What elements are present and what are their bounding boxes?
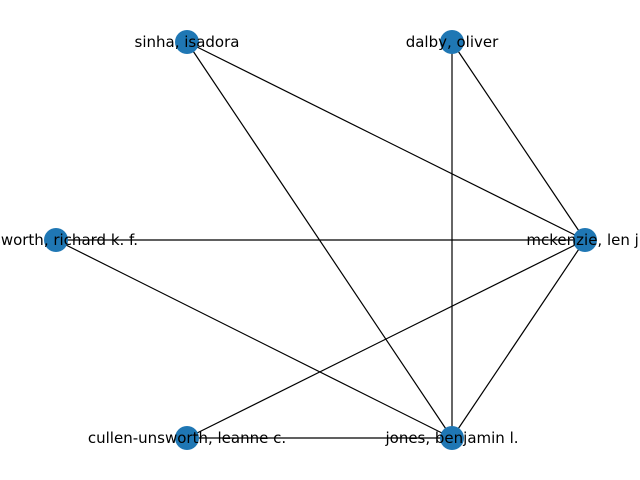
edges-layer — [55, 41, 586, 439]
node-mckenzie — [573, 228, 597, 252]
node-cullen — [175, 426, 199, 450]
edge-mckenzie-jones — [451, 239, 586, 439]
node-label-dalby: dalby, oliver — [406, 33, 499, 51]
node-dalby — [440, 30, 464, 54]
edge-unsworth-jones — [55, 239, 453, 439]
node-label-sinha: sinha, isadora — [135, 33, 240, 51]
labels-layer: sinha, isadora dalby, oliver unsworth, ric… — [0, 33, 640, 447]
edge-mckenzie-cullen — [186, 239, 586, 439]
edge-sinha-mckenzie — [186, 41, 586, 241]
node-jones — [440, 426, 464, 450]
node-label-mckenzie: mckenzie, len j. — [526, 231, 640, 249]
edge-dalby-mckenzie — [451, 41, 586, 241]
node-label-unsworth: unsworth, richard k. f. — [0, 231, 138, 249]
node-label-cullen: cullen-unsworth, leanne c. — [88, 429, 286, 447]
node-unsworth — [44, 228, 68, 252]
nodes-layer — [44, 30, 597, 450]
node-sinha — [175, 30, 199, 54]
node-label-jones: jones, benjamin l. — [384, 429, 518, 447]
